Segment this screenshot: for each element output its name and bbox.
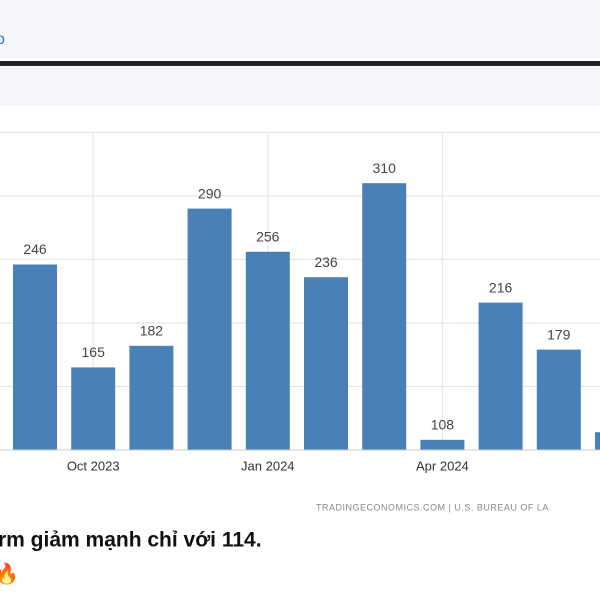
bar (536, 349, 581, 450)
bar (71, 367, 116, 450)
x-tick-label: Apr 2024 (416, 458, 469, 473)
value-label: 108 (431, 417, 455, 433)
top-icon: o (0, 31, 5, 48)
toolbar (0, 68, 600, 106)
value-label: 246 (23, 241, 47, 257)
value-label: 216 (489, 279, 513, 295)
source: TRADINGECONOMICS.COM | U.S. BUREAU OF LA (316, 502, 549, 512)
value-label: 179 (547, 326, 571, 342)
caption: rm giảm mạnh chỉ với 114. (0, 529, 262, 552)
bar (13, 264, 57, 450)
value-label: 236 (314, 254, 338, 270)
x-tick-label: Jan 2024 (241, 458, 295, 473)
bar (420, 439, 465, 450)
bar (304, 277, 348, 450)
bar (478, 302, 523, 450)
value-label: 290 (198, 185, 222, 201)
bar (187, 208, 232, 450)
value-label: 165 (82, 344, 106, 360)
bar (245, 251, 290, 450)
emoji: 🔥 (0, 561, 19, 585)
value-label: 182 (140, 323, 164, 339)
divider (0, 61, 600, 66)
top-panel (0, 0, 600, 58)
bar (362, 183, 407, 451)
value-label: 256 (256, 228, 280, 244)
bar (595, 432, 600, 450)
bar (129, 345, 174, 450)
x-tick-label: Oct 2023 (67, 458, 120, 473)
value-label: 310 (373, 160, 397, 176)
